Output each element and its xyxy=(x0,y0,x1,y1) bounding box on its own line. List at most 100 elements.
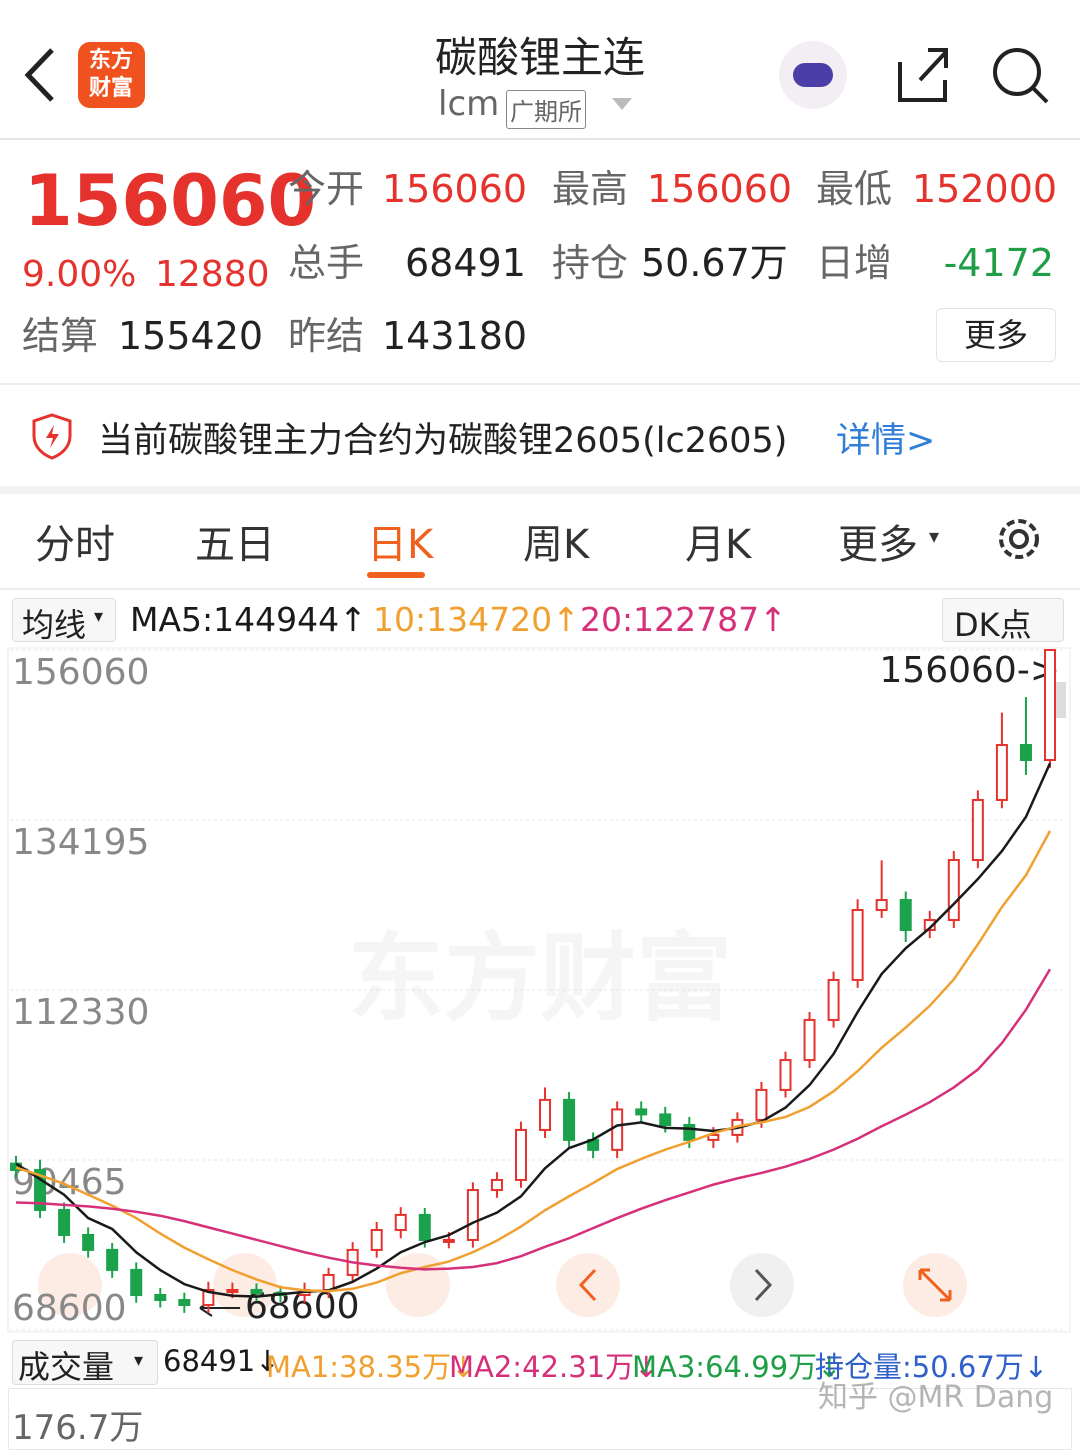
field-value: 68491 xyxy=(405,241,526,285)
tab[interactable]: 日K xyxy=(367,522,434,568)
candle-body xyxy=(803,1018,816,1062)
candle-body xyxy=(442,1238,455,1243)
ma-selector-label: 均线 xyxy=(22,606,87,644)
dk-label: DK点 xyxy=(954,606,1032,644)
dk-button[interactable] xyxy=(942,598,1064,642)
candle-body xyxy=(106,1248,119,1271)
last-price-label: 156060-> xyxy=(879,650,1060,691)
candle-body xyxy=(394,1213,407,1232)
divider xyxy=(0,486,1080,494)
candle-body xyxy=(851,908,864,981)
vol-ma2-legend: MA2:42.31万↓ xyxy=(449,1350,659,1384)
tab-indicator xyxy=(367,572,425,578)
candle-body xyxy=(418,1213,431,1241)
volume-caret: ▾ xyxy=(134,1350,144,1371)
divider xyxy=(0,383,1080,385)
nav-prev[interactable] xyxy=(556,1253,620,1317)
ma10-legend: 10:134720↑ xyxy=(373,600,580,639)
y-tick-label: 156060 xyxy=(12,652,149,693)
back-button[interactable] xyxy=(24,48,54,102)
notice-link[interactable]: 详情> xyxy=(836,421,936,461)
tab[interactable]: 五日 xyxy=(195,522,275,568)
tab-caret: ▾ xyxy=(929,524,940,548)
ma-line xyxy=(15,762,1052,1298)
chart-watermark: 东方财富 xyxy=(348,922,732,1034)
candle-body xyxy=(58,1208,71,1236)
vol-ma3-legend: MA3:64.99万↓ xyxy=(632,1350,842,1384)
volume-legend: 68491↓ xyxy=(163,1344,280,1378)
divider xyxy=(0,588,1080,590)
candle-body xyxy=(130,1268,143,1297)
candle-body xyxy=(34,1168,47,1211)
exchange: 广期所 xyxy=(506,90,586,129)
price: 156060 xyxy=(24,160,317,242)
candle-body xyxy=(707,1133,720,1141)
tab[interactable]: 更多 xyxy=(838,522,918,568)
field-value: 143180 xyxy=(382,314,528,358)
candle-body xyxy=(779,1059,792,1091)
candles xyxy=(10,649,1056,1313)
settings-button[interactable] xyxy=(992,512,1046,566)
kline-chart: 东方财富 68600 156060-> 156060 134195 112330 90… xyxy=(7,647,1071,1333)
candle-body xyxy=(923,919,936,931)
candle-body xyxy=(635,1108,648,1116)
candle-body xyxy=(971,798,984,862)
field-label: 总手 xyxy=(288,241,365,285)
candle-body xyxy=(250,1288,263,1295)
nav-first[interactable] xyxy=(38,1253,102,1317)
candle-body xyxy=(514,1128,527,1181)
y-tick-label: 90465 xyxy=(12,1162,127,1203)
notice-text: 当前碳酸锂主力合约为碳酸锂2605(lc2605) xyxy=(98,421,788,461)
volume-selector-label: 成交量 xyxy=(18,1348,115,1386)
field-label: 结算 xyxy=(22,314,99,358)
tab[interactable]: 分时 xyxy=(35,522,115,568)
volume-selector[interactable] xyxy=(12,1340,158,1385)
ma5-legend: MA5:144944↑ xyxy=(130,600,367,639)
field-value: 156060 xyxy=(382,167,528,211)
chart-frame xyxy=(7,647,1071,1333)
ma-selector[interactable] xyxy=(12,598,116,642)
candle-body xyxy=(539,1098,552,1131)
field-value: -4172 xyxy=(943,241,1054,285)
y-tick-label: 134195 xyxy=(12,822,149,863)
share-button[interactable] xyxy=(898,48,948,102)
nav-next[interactable] xyxy=(730,1253,794,1317)
field-label: 昨结 xyxy=(288,314,365,358)
tab[interactable]: 月K xyxy=(685,522,752,568)
field-value: 156060 xyxy=(647,167,793,211)
logo-text: 东方 xyxy=(89,47,133,73)
vol-ma1-legend: MA1:38.35万↓ xyxy=(266,1350,476,1384)
candle-body xyxy=(1044,649,1056,762)
tab[interactable]: 周K xyxy=(523,522,590,568)
nav-prev-icon xyxy=(578,1268,597,1302)
candle-body xyxy=(875,899,888,911)
logo xyxy=(78,42,145,108)
nav-next-icon xyxy=(754,1268,773,1302)
candle-body xyxy=(899,899,912,931)
candle-body xyxy=(154,1294,167,1301)
nav-expand-icon xyxy=(918,1268,952,1302)
header-icons: 东方 财富 xyxy=(0,41,1080,140)
search-button[interactable] xyxy=(993,48,1041,96)
candle-body xyxy=(1019,744,1032,762)
y-tick-label: 68600 xyxy=(12,1288,127,1329)
search-handle xyxy=(1031,86,1049,104)
code: lcm xyxy=(438,84,500,124)
title: 碳酸锂主连 xyxy=(434,33,645,82)
field-label: 最高 xyxy=(552,167,629,211)
candle-body xyxy=(466,1189,479,1241)
candle-body xyxy=(178,1298,191,1306)
field-label: 最低 xyxy=(816,167,893,211)
y-tick-label: 112330 xyxy=(12,992,149,1033)
ma-caret: ▾ xyxy=(94,606,104,627)
field-value: 152000 xyxy=(912,167,1058,211)
candle-body xyxy=(995,744,1008,801)
notice-icon xyxy=(32,413,72,460)
candle-body xyxy=(611,1108,624,1151)
ma-line xyxy=(15,968,1052,1271)
more-button[interactable]: 更多 xyxy=(936,308,1056,362)
logo-text: 财富 xyxy=(89,75,133,101)
oi-legend: 持仓量:50.67万↓ xyxy=(815,1350,1049,1384)
candle-body xyxy=(659,1113,672,1126)
